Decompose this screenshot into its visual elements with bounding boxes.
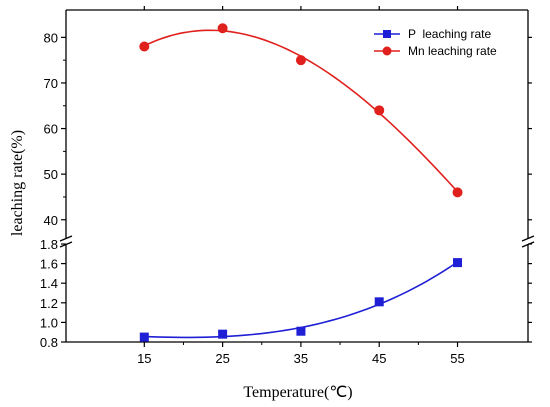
x-tick-label-1: 25 (215, 351, 229, 366)
series-1-point-2 (295, 55, 306, 66)
series-1-point-4 (452, 187, 463, 198)
series-0-point-3 (374, 297, 384, 307)
axes-layer (59, 6, 535, 347)
y-lower-tick-label-4: 1.6 (40, 257, 58, 272)
tick-labels: 15 25 35 45 55 40 50 60 70 80 0.8 1.0 1.2 1.4 1.6 1.8 (40, 30, 465, 366)
x-tick-label-0: 15 (137, 351, 151, 366)
legend-p-label: P leaching rate (408, 27, 491, 41)
x-axis-label: Temperature(℃) (243, 384, 352, 401)
x-tick-label-2: 35 (294, 351, 308, 366)
x-tick-label-4: 55 (450, 351, 464, 366)
y-upper-tick-label-3: 70 (44, 76, 58, 91)
series-0-point-4 (453, 258, 463, 268)
y-upper-tick-label-1: 50 (44, 167, 58, 182)
data-markers (139, 23, 463, 342)
y-lower-tick-label-5: 1.8 (40, 237, 58, 252)
series-0-point-0 (139, 332, 149, 342)
y-upper-tick-label-0: 40 (44, 213, 58, 228)
legend-p-marker (383, 30, 391, 38)
legend-mn-label: Mn leaching rate (408, 44, 497, 58)
y-upper-tick-label-2: 60 (44, 122, 58, 137)
series-0-curve (144, 261, 458, 339)
axis-break-left-1 (59, 235, 73, 242)
series-1-point-0 (139, 41, 150, 52)
series-1-point-3 (374, 105, 385, 116)
x-tick-label-3: 45 (372, 351, 386, 366)
axis-break-right-1 (521, 235, 535, 242)
series-0-point-1 (218, 329, 228, 339)
series-1-point-1 (217, 23, 228, 34)
legend: P leaching rate Mn leaching rate (374, 27, 497, 58)
legend-mn-marker (382, 46, 392, 56)
y-axis-label: leaching rate(%) (9, 130, 26, 236)
y-lower-tick-label-1: 1.0 (40, 315, 58, 330)
y-upper-tick-label-4: 80 (44, 30, 58, 45)
y-lower-tick-label-2: 1.2 (40, 296, 58, 311)
fit-curves (143, 29, 459, 339)
series-0-point-2 (296, 326, 306, 336)
y-lower-tick-label-0: 0.8 (40, 335, 58, 350)
y-lower-tick-label-3: 1.4 (40, 276, 58, 291)
